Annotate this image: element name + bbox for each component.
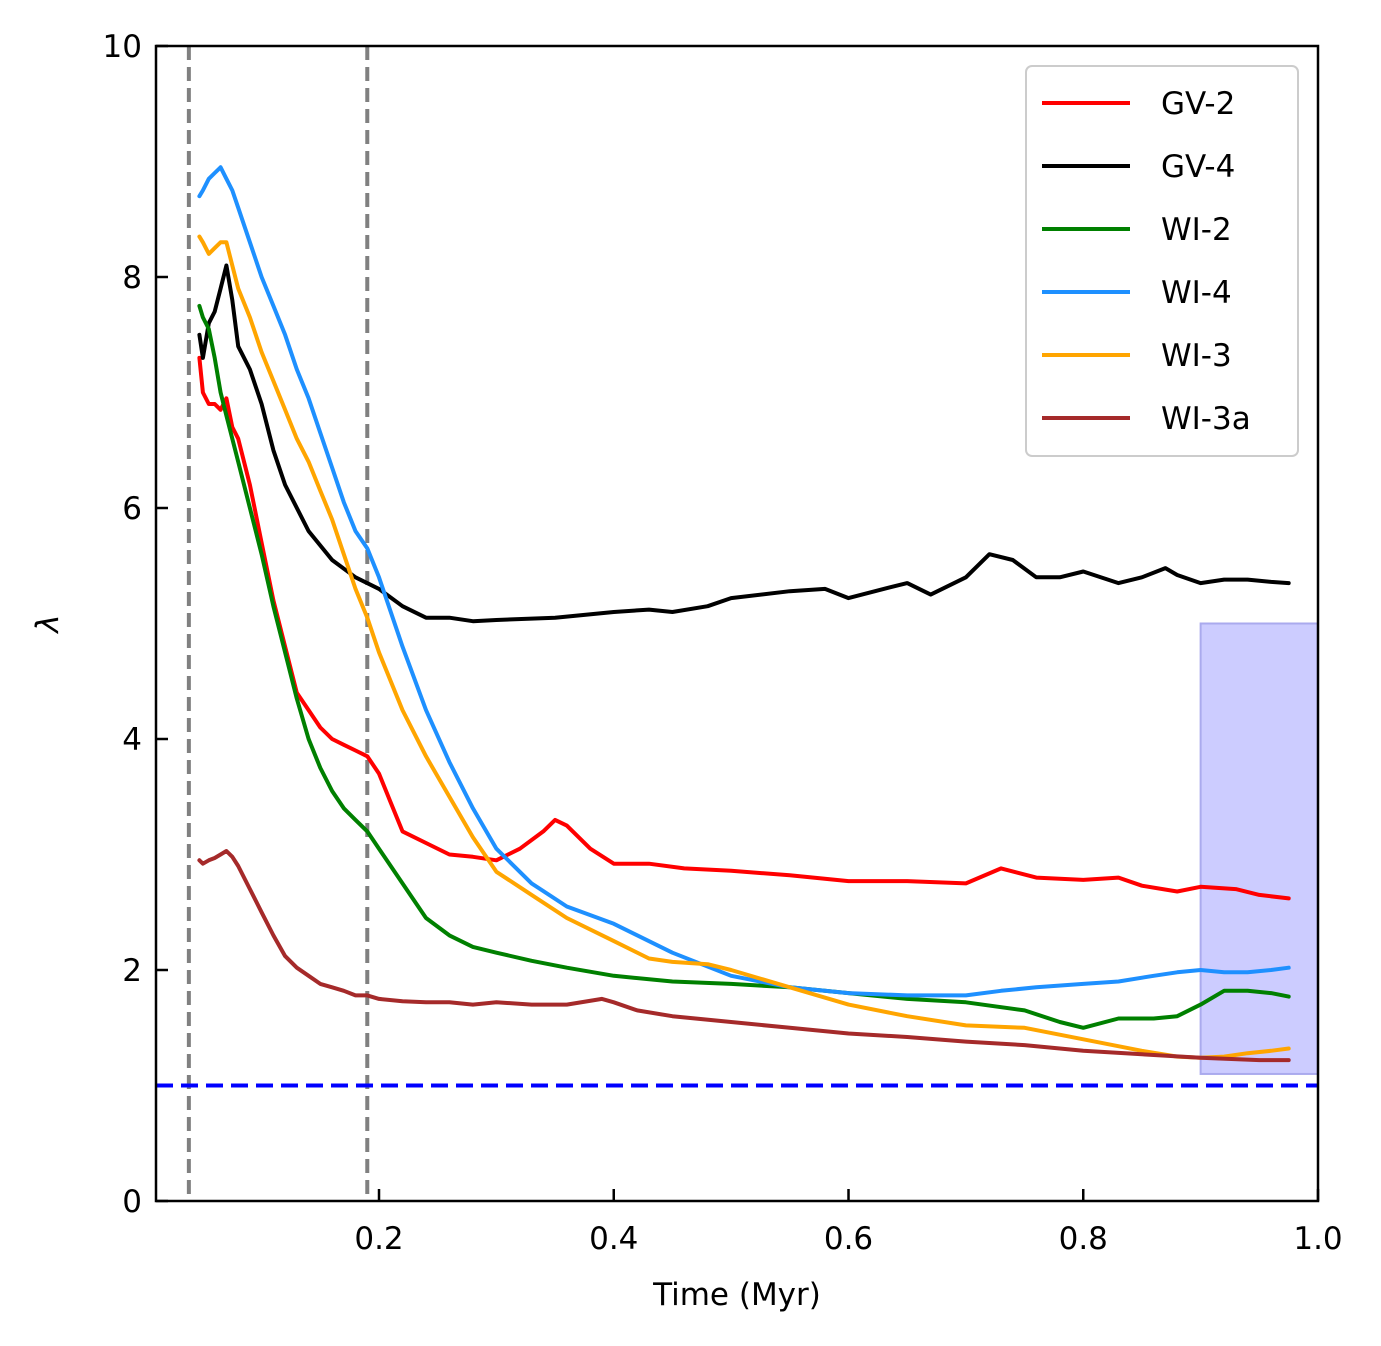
legend-label-gv-4: GV-4 bbox=[1161, 149, 1235, 185]
y-tick-label: 2 bbox=[122, 953, 142, 989]
legend-label-gv-2: GV-2 bbox=[1161, 86, 1235, 122]
axes-layer: 0.2 0.4 0.6 0.8 1.0 0 2 4 6 8 10 bbox=[103, 29, 1343, 1257]
legend-box bbox=[1025, 65, 1299, 457]
legend-label-wi-3a: WI-3a bbox=[1161, 401, 1251, 437]
y-tick-label: 0 bbox=[122, 1184, 142, 1220]
x-axis-label: Time (Myr) bbox=[652, 1277, 821, 1313]
series-line-wi-3a bbox=[197, 849, 1291, 1063]
x-tick-label: 0.2 bbox=[354, 1221, 403, 1257]
series-layer bbox=[197, 165, 1291, 1063]
x-tick-label: 0.8 bbox=[1059, 1221, 1108, 1257]
x-tick-label: 0.4 bbox=[589, 1221, 638, 1257]
series-line-wi-3 bbox=[197, 234, 1291, 1060]
series-line-gv-4 bbox=[197, 263, 1291, 624]
legend-label-wi-4: WI-4 bbox=[1161, 275, 1232, 311]
shaded-region-0 bbox=[1199, 622, 1319, 1075]
series-line-wi-2 bbox=[197, 303, 1291, 1030]
y-tick-label: 10 bbox=[103, 29, 142, 65]
legend-label-wi-3: WI-3 bbox=[1161, 338, 1232, 374]
x-tick-label: 1.0 bbox=[1293, 1221, 1342, 1257]
shaded-region-layer bbox=[1199, 622, 1319, 1075]
y-tick-label: 8 bbox=[122, 260, 142, 296]
series-line-wi-4 bbox=[197, 165, 1291, 998]
legend: GV-2 GV-4 WI-2 WI-4 WI-3 WI-3a bbox=[1025, 65, 1299, 457]
x-tick-label: 0.6 bbox=[824, 1221, 873, 1257]
legend-label-wi-2: WI-2 bbox=[1161, 212, 1232, 248]
y-axis-label: λ bbox=[30, 614, 66, 634]
plot-frame bbox=[154, 44, 1320, 1203]
y-tick-label: 6 bbox=[122, 491, 142, 527]
y-tick-label: 4 bbox=[122, 722, 142, 758]
series-line-gv-2 bbox=[197, 355, 1291, 901]
